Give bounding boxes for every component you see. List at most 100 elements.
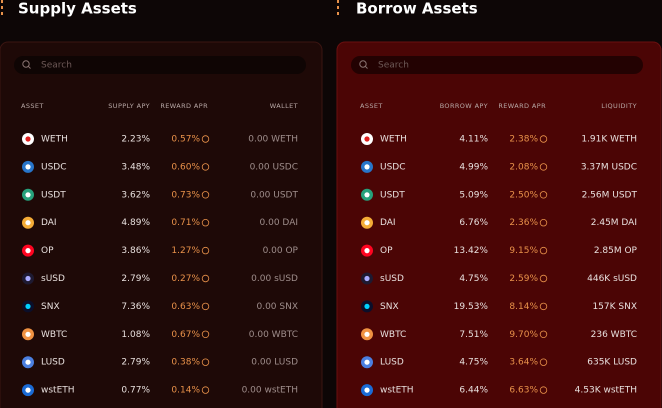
asset-name: DAI [380, 218, 396, 228]
apy: 4.75% [459, 274, 488, 284]
reward-apr: 2.38% [509, 135, 538, 145]
amount: 0.00 SNX [256, 302, 298, 312]
amount: 0.00 wstETH [242, 386, 298, 396]
column-header: ASSET [21, 102, 44, 110]
token-icon-inner [25, 192, 31, 198]
token-icon-inner [25, 136, 31, 142]
column-header: WALLET [270, 102, 298, 110]
info-icon [539, 358, 548, 366]
reward-apr: 8.14% [509, 302, 538, 312]
token-icon-inner [364, 164, 370, 170]
token-icon-inner [25, 275, 31, 282]
reward-apr: 6.63% [509, 386, 538, 396]
amount: 0.00 WETH [248, 135, 298, 145]
borrow-panel [336, 41, 662, 408]
info-icon [539, 191, 548, 199]
search-icon [22, 60, 30, 68]
search-placeholder: Search [41, 61, 72, 71]
info-icon [539, 218, 548, 227]
amount: 3.37M USDC [581, 162, 637, 172]
reward-apr: 1.27% [171, 246, 200, 256]
asset-name: wstETH [380, 386, 414, 396]
info-icon [201, 246, 210, 255]
info-icon [539, 274, 548, 283]
asset-name: sUSD [41, 274, 65, 284]
amount: 157K SNX [592, 302, 637, 312]
token-icon-inner [25, 303, 31, 309]
apy: 6.44% [459, 386, 488, 396]
asset-name: USDT [380, 190, 405, 200]
info-icon [201, 163, 210, 171]
info-icon [539, 330, 548, 338]
token-icon-inner [364, 275, 370, 282]
apy: 1.08% [121, 330, 150, 340]
panel-title: Supply Assets [18, 0, 137, 18]
amount: 0.00 WBTC [249, 330, 298, 340]
asset-name: WBTC [41, 330, 67, 340]
asset-name: WBTC [380, 330, 406, 340]
column-header: BORROW APY [440, 102, 488, 110]
token-icon-inner [364, 331, 370, 337]
info-icon [539, 163, 548, 171]
token-icon-inner [25, 359, 31, 365]
info-icon [201, 274, 210, 283]
info-icon [539, 302, 548, 311]
reward-apr: 0.60% [171, 162, 200, 172]
token-icon-inner [364, 248, 370, 254]
amount: 1.91K WETH [581, 135, 637, 145]
apy: 0.77% [121, 386, 150, 396]
info-icon [201, 218, 210, 227]
apy: 4.11% [459, 135, 488, 145]
search-icon [359, 60, 367, 68]
apy: 6.76% [459, 218, 488, 228]
asset-name: OP [380, 246, 393, 256]
asset-name: SNX [41, 302, 60, 312]
column-header: SUPPLY APY [108, 102, 150, 110]
info-icon [201, 302, 210, 311]
info-icon [539, 386, 548, 394]
column-header: ASSET [360, 102, 383, 110]
search-box[interactable] [14, 56, 306, 74]
asset-name: USDT [41, 190, 66, 200]
token-icon-inner [364, 136, 370, 142]
info-icon [201, 135, 210, 143]
search-placeholder: Search [378, 61, 409, 71]
apy: 3.48% [121, 162, 150, 172]
search-icon [364, 65, 368, 69]
info-icon [539, 246, 548, 255]
apy: 2.79% [121, 358, 150, 368]
apy: 4.75% [459, 358, 488, 368]
asset-name: WETH [380, 135, 407, 145]
apy: 7.51% [459, 330, 488, 340]
reward-apr: 2.50% [509, 190, 538, 200]
reward-apr: 0.27% [171, 274, 200, 284]
search-box[interactable] [351, 56, 643, 74]
asset-name: sUSD [380, 274, 404, 284]
asset-name: USDC [41, 162, 67, 172]
amount: 635K LUSD [587, 358, 637, 368]
reward-apr: 9.70% [509, 330, 538, 340]
column-header: REWARD APR [160, 102, 208, 110]
amount: 236 WBTC [591, 330, 637, 340]
reward-apr: 0.73% [171, 190, 200, 200]
info-icon [539, 135, 548, 143]
token-icon-inner [364, 220, 370, 226]
asset-name: DAI [41, 218, 57, 228]
reward-apr: 0.14% [171, 386, 200, 396]
token-icon-inner [25, 248, 31, 254]
apy: 5.09% [459, 190, 488, 200]
reward-apr: 3.64% [509, 358, 538, 368]
asset-name: WETH [41, 135, 68, 145]
amount: 446K sUSD [587, 274, 637, 284]
content: Supply Assets Search ASSET SUPPLY APY REWARD… [14, 0, 643, 397]
token-icon-inner [364, 387, 370, 393]
asset-name: SNX [380, 302, 399, 312]
amount: 0.00 DAI [260, 218, 298, 228]
asset-name: LUSD [380, 358, 404, 368]
asset-name: OP [41, 246, 54, 256]
info-icon [201, 358, 210, 366]
token-icon-inner [25, 220, 31, 226]
token-icon-inner [364, 359, 370, 365]
amount: 0.00 sUSD [251, 274, 298, 284]
